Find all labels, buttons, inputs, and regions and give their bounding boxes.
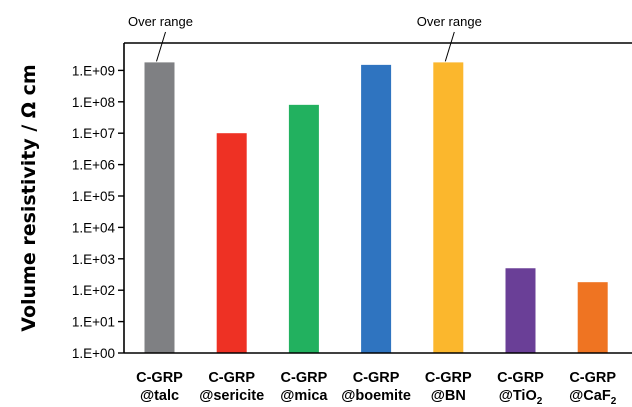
x-tick-label-line1: C-GRP (281, 370, 328, 386)
x-tick-label-text: @sericite (199, 388, 264, 404)
x-tick-label-text: @talc (140, 388, 179, 404)
x-tick-label-text: @boemite (341, 388, 411, 404)
x-tick-label-line2: @TiO2 (499, 388, 543, 407)
x-tick-label-line2: @talc (140, 388, 179, 404)
annotation-leader-line (444, 31, 455, 62)
y-axis-ticks: 1.E+00 1.E+01 1.E+02 1.E+03 1.E+04 1.E+05 1.E+… (72, 63, 124, 361)
x-tick-label-text: @TiO (499, 388, 537, 404)
y-tick-label: 1.E+06 (72, 158, 115, 173)
bar (144, 62, 175, 353)
x-tick-label-line2: @BN (431, 388, 466, 404)
x-tick-label-line1: C-GRP (425, 370, 472, 386)
y-tick-label: 1.E+05 (72, 189, 115, 204)
x-tick-label-line1: C-GRP (353, 370, 400, 386)
x-tick-label-line1: C-GRP (497, 370, 544, 386)
x-tick-label-subscript: 2 (611, 396, 617, 407)
y-tick-label: 1.E+09 (72, 63, 115, 78)
y-tick-label: 1.E+07 (72, 126, 115, 141)
y-tick-label: 1.E+08 (72, 95, 115, 110)
x-tick-label-line2: @boemite (341, 388, 411, 404)
bars (144, 62, 608, 354)
y-tick-label: 1.E+03 (72, 252, 115, 267)
x-tick-label-text: @BN (431, 388, 466, 404)
bar (577, 282, 608, 353)
x-tick-label-text: @CaF (569, 388, 611, 404)
x-tick-label-subscript: 2 (537, 396, 543, 407)
y-axis-title: Volume resistivity / Ω cm (18, 64, 40, 331)
x-tick-label-text: @mica (280, 388, 328, 404)
x-tick-label-line2: @CaF2 (569, 388, 617, 407)
y-tick-label: 1.E+00 (72, 346, 115, 361)
y-tick-label: 1.E+01 (72, 315, 115, 330)
x-tick-label-line1: C-GRP (569, 370, 616, 386)
annotations: Over range Over range (128, 14, 482, 62)
y-tick-label: 1.E+02 (72, 283, 115, 298)
x-tick-label-line2: @sericite (199, 388, 264, 404)
x-tick-label-line1: C-GRP (208, 370, 255, 386)
annotation-leader-line (156, 31, 166, 62)
x-tick-label-line2: @mica (280, 388, 328, 404)
bar (216, 133, 247, 353)
bar (505, 268, 536, 353)
bar (361, 64, 392, 354)
x-axis-labels: C-GRP @talc C-GRP @sericite C-GRP @mica C-GRP @… (136, 370, 617, 407)
x-tick-label-line1: C-GRP (136, 370, 183, 386)
y-tick-label: 1.E+04 (72, 220, 116, 235)
annotation-label: Over range (417, 14, 482, 29)
bar (288, 104, 319, 353)
bar (433, 62, 464, 353)
annotation-label: Over range (128, 14, 193, 29)
